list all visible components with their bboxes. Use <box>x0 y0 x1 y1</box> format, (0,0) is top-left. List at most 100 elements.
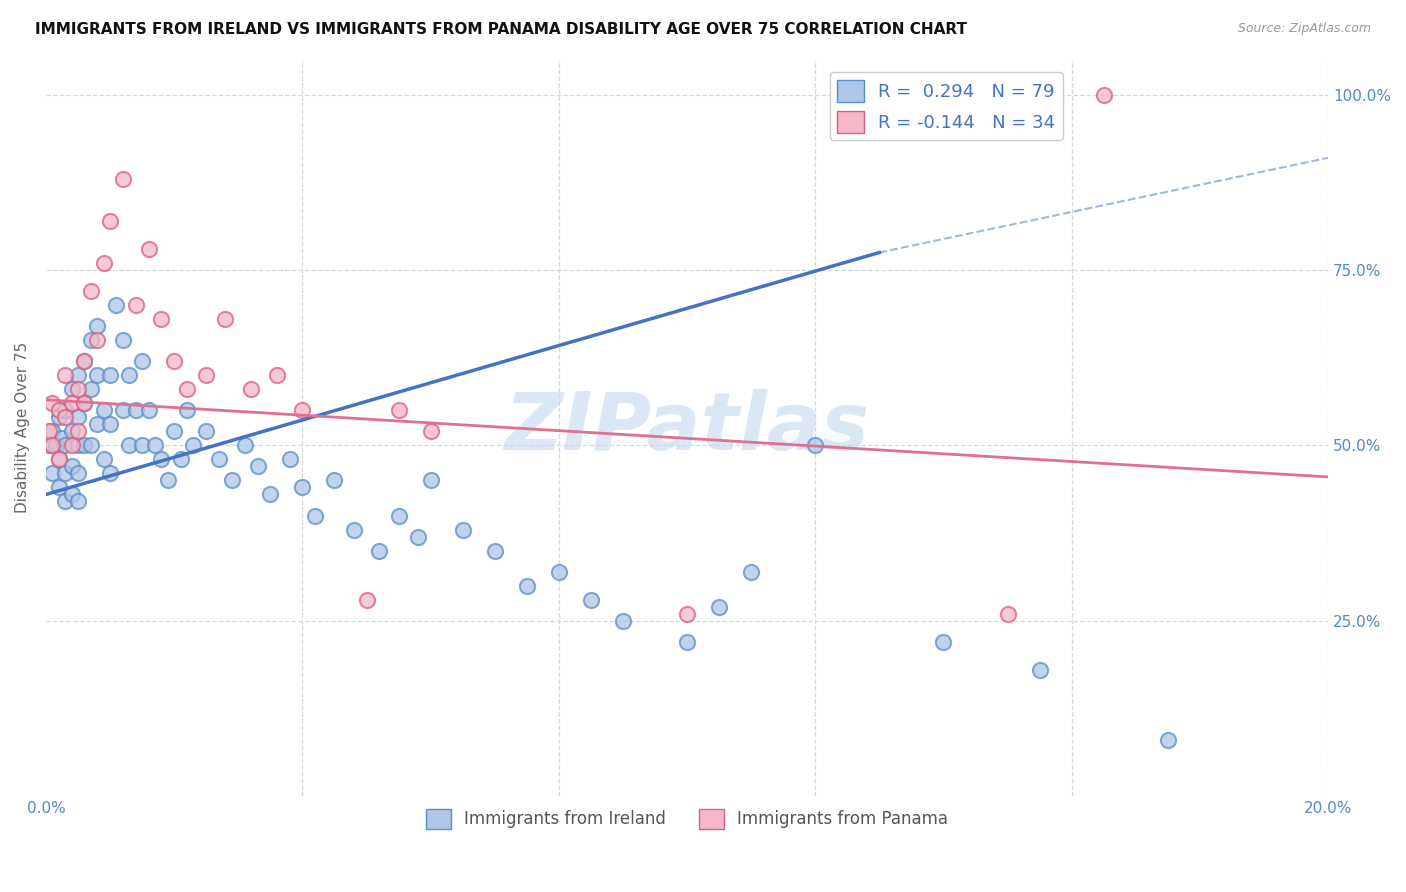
Point <box>105 298 128 312</box>
Point <box>51 431 73 445</box>
Point <box>118 438 141 452</box>
Point <box>343 523 366 537</box>
Point <box>291 480 314 494</box>
Point <box>93 452 115 467</box>
Point <box>183 438 205 452</box>
Point <box>208 452 231 467</box>
Point <box>163 354 186 368</box>
Point <box>125 298 148 312</box>
Point <box>66 425 89 439</box>
Point <box>45 438 67 452</box>
Point <box>259 487 281 501</box>
Point <box>98 467 121 481</box>
Point <box>41 438 63 452</box>
Point <box>221 474 243 488</box>
Point <box>98 417 121 432</box>
Point <box>131 354 153 368</box>
Point <box>163 425 186 439</box>
Point <box>707 599 730 614</box>
Point <box>138 242 160 256</box>
Point <box>195 425 218 439</box>
Point <box>150 452 173 467</box>
Point <box>53 403 76 417</box>
Point <box>240 382 263 396</box>
Point <box>73 354 96 368</box>
Point <box>111 171 134 186</box>
Point <box>48 403 70 417</box>
Point <box>48 410 70 425</box>
Point <box>214 312 236 326</box>
Y-axis label: Disability Age Over 75: Disability Age Over 75 <box>15 343 30 514</box>
Point <box>387 403 409 417</box>
Point <box>387 508 409 523</box>
Point <box>48 452 70 467</box>
Point <box>86 368 108 383</box>
Point <box>80 333 103 347</box>
Point <box>176 382 198 396</box>
Point <box>111 333 134 347</box>
Point <box>406 530 429 544</box>
Point <box>93 403 115 417</box>
Point <box>80 382 103 396</box>
Point <box>53 494 76 508</box>
Point <box>66 494 89 508</box>
Point <box>419 474 441 488</box>
Point <box>156 474 179 488</box>
Point <box>246 459 269 474</box>
Point <box>291 403 314 417</box>
Point <box>66 382 89 396</box>
Point <box>1157 733 1180 747</box>
Point <box>804 438 827 452</box>
Point <box>125 403 148 417</box>
Point <box>41 467 63 481</box>
Point <box>118 368 141 383</box>
Point <box>80 438 103 452</box>
Point <box>60 438 83 452</box>
Point <box>60 487 83 501</box>
Point <box>93 256 115 270</box>
Point <box>60 382 83 396</box>
Point <box>356 592 378 607</box>
Text: Source: ZipAtlas.com: Source: ZipAtlas.com <box>1237 22 1371 36</box>
Point <box>304 508 326 523</box>
Point <box>86 333 108 347</box>
Point <box>38 425 60 439</box>
Point <box>66 438 89 452</box>
Point <box>60 425 83 439</box>
Point <box>1028 663 1050 677</box>
Point <box>138 403 160 417</box>
Point <box>86 417 108 432</box>
Point <box>143 438 166 452</box>
Point <box>740 565 762 579</box>
Point <box>48 452 70 467</box>
Point <box>98 214 121 228</box>
Point <box>1092 87 1115 102</box>
Point <box>98 368 121 383</box>
Point <box>73 396 96 410</box>
Point <box>66 410 89 425</box>
Point <box>60 459 83 474</box>
Point <box>278 452 301 467</box>
Point <box>53 368 76 383</box>
Point <box>53 467 76 481</box>
Point <box>73 396 96 410</box>
Point <box>323 474 346 488</box>
Text: ZIPatlas: ZIPatlas <box>505 389 869 467</box>
Point <box>73 354 96 368</box>
Point <box>176 403 198 417</box>
Point <box>612 614 634 628</box>
Point <box>932 634 955 648</box>
Point <box>195 368 218 383</box>
Point <box>676 634 699 648</box>
Point <box>111 403 134 417</box>
Legend: Immigrants from Ireland, Immigrants from Panama: Immigrants from Ireland, Immigrants from… <box>419 802 955 836</box>
Point <box>233 438 256 452</box>
Point <box>579 592 602 607</box>
Point <box>53 438 76 452</box>
Point <box>266 368 288 383</box>
Point <box>997 607 1019 621</box>
Point <box>66 368 89 383</box>
Point <box>368 543 391 558</box>
Point <box>131 438 153 452</box>
Point <box>484 543 506 558</box>
